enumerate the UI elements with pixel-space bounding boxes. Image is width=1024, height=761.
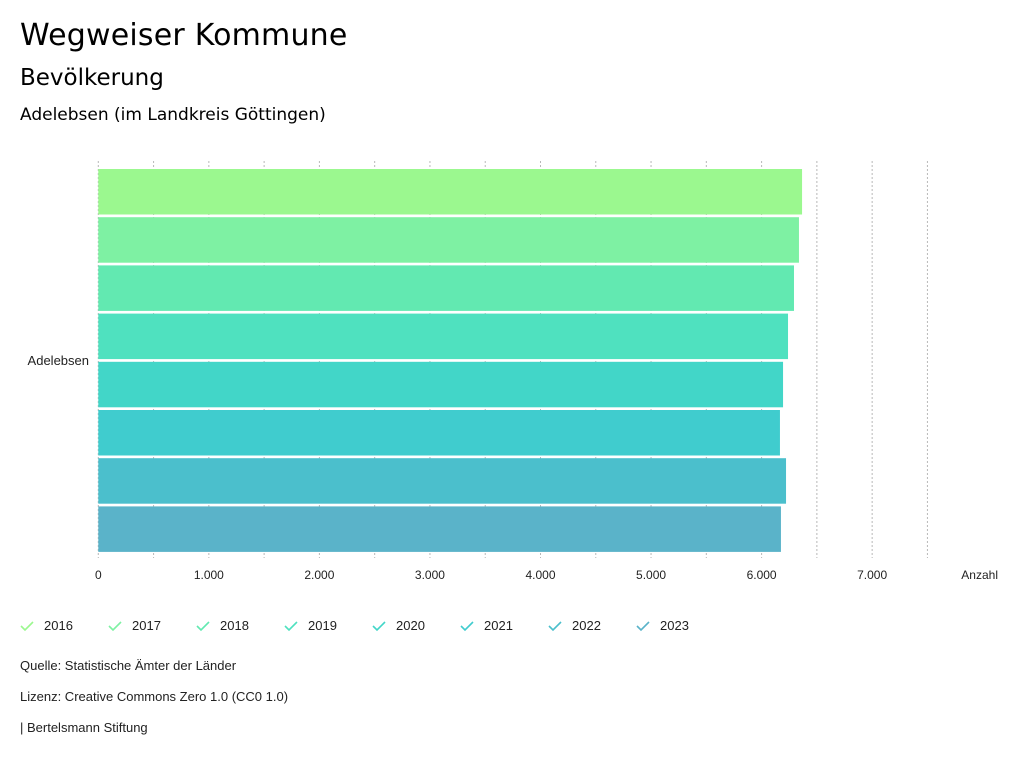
legend-label: 2017 — [132, 618, 161, 633]
x-tick-label: 0 — [95, 568, 102, 582]
legend-label: 2022 — [572, 618, 601, 633]
check-icon — [20, 620, 34, 631]
bar-2016[interactable] — [98, 169, 803, 215]
page-subtitle: Bevölkerung — [20, 65, 164, 91]
bar-2018[interactable] — [98, 265, 794, 311]
publisher-text: | Bertelsmann Stiftung — [20, 720, 148, 735]
check-icon — [548, 620, 562, 631]
bar-2020[interactable] — [98, 361, 784, 408]
bars — [98, 169, 803, 552]
legend-label: 2018 — [220, 618, 249, 633]
bar-2017[interactable] — [98, 217, 799, 263]
legend-label: 2023 — [660, 618, 689, 633]
x-axis: 0 1.000 2.000 3.000 4.000 5.000 6.000 7.000 — [95, 568, 888, 582]
check-icon — [460, 620, 474, 631]
x-tick-label: 4.000 — [525, 568, 555, 582]
legend-item-2018[interactable]: 2018 — [196, 618, 284, 633]
bar-2022[interactable] — [98, 458, 787, 504]
x-tick-label: 5.000 — [636, 568, 666, 582]
check-icon — [108, 620, 122, 631]
bar-2019[interactable] — [98, 313, 789, 360]
legend-item-2022[interactable]: 2022 — [548, 618, 636, 633]
y-axis: Adelebsen — [28, 353, 89, 368]
x-tick-label: 3.000 — [415, 568, 445, 582]
bar-chart: 0 1.000 2.000 3.000 4.000 5.000 6.000 7.000 Ade… — [28, 161, 998, 582]
legend: 2016 2017 2018 2019 2020 2021 2022 2023 — [20, 618, 724, 633]
source-text: Quelle: Statistische Ämter der Länder — [20, 658, 237, 673]
license-text: Lizenz: Creative Commons Zero 1.0 (CC0 1… — [20, 689, 289, 704]
legend-label: 2021 — [484, 618, 513, 633]
region-title: Adelebsen (im Landkreis Göttingen) — [20, 105, 326, 125]
legend-label: 2019 — [308, 618, 337, 633]
legend-item-2023[interactable]: 2023 — [636, 618, 724, 633]
legend-item-2019[interactable]: 2019 — [284, 618, 372, 633]
x-axis-label: Anzahl — [961, 568, 998, 582]
page-title: Wegweiser Kommune — [20, 18, 348, 53]
bar-2021[interactable] — [98, 410, 780, 456]
legend-item-2017[interactable]: 2017 — [108, 618, 196, 633]
check-icon — [372, 620, 386, 631]
bar-2023[interactable] — [98, 506, 781, 552]
x-tick-label: 1.000 — [194, 568, 224, 582]
x-tick-label: 7.000 — [857, 568, 887, 582]
legend-item-2016[interactable]: 2016 — [20, 618, 108, 633]
legend-label: 2016 — [44, 618, 73, 633]
legend-label: 2020 — [396, 618, 425, 633]
x-tick-label: 2.000 — [304, 568, 334, 582]
legend-item-2021[interactable]: 2021 — [460, 618, 548, 633]
category-label: Adelebsen — [28, 353, 89, 368]
check-icon — [196, 620, 210, 631]
legend-item-2020[interactable]: 2020 — [372, 618, 460, 633]
check-icon — [284, 620, 298, 631]
x-tick-label: 6.000 — [747, 568, 777, 582]
check-icon — [636, 620, 650, 631]
